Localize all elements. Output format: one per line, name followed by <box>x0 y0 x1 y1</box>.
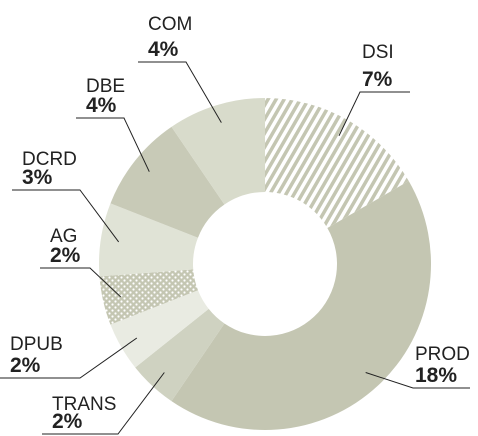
segment-percent: 3% <box>22 166 53 189</box>
segment-percent: 2% <box>52 410 83 433</box>
segment-percent: 4% <box>86 94 117 117</box>
donut-segment <box>110 290 209 368</box>
segment-name: PROD <box>415 344 470 365</box>
segment-name: DCRD <box>22 149 77 170</box>
leader-line <box>12 189 120 243</box>
leader-line <box>365 372 470 389</box>
segment-name: COM <box>148 14 192 35</box>
segment-name: DPUB <box>10 334 63 355</box>
segment-percent: 2% <box>50 244 81 267</box>
donut-segment <box>171 98 265 205</box>
leader-line <box>338 91 410 137</box>
leader-line <box>0 337 138 379</box>
segment-name: TRANS <box>52 394 116 415</box>
donut-segment <box>135 308 225 402</box>
donut-segment <box>265 98 409 228</box>
segment-name: DSI <box>362 42 394 63</box>
donut-segment <box>171 181 431 431</box>
donut-segment <box>99 203 198 277</box>
segment-percent: 4% <box>148 38 179 61</box>
leader-line <box>42 372 165 435</box>
leader-line <box>138 61 222 123</box>
segment-percent: 7% <box>362 68 393 91</box>
leader-line <box>40 267 122 298</box>
segment-name: AG <box>50 226 77 247</box>
donut-segment <box>110 126 225 238</box>
donut-segment <box>99 269 198 325</box>
segment-name: DBE <box>86 76 125 97</box>
segment-percent: 2% <box>10 354 41 377</box>
leader-line <box>76 117 150 172</box>
segment-percent: 18% <box>415 364 457 387</box>
